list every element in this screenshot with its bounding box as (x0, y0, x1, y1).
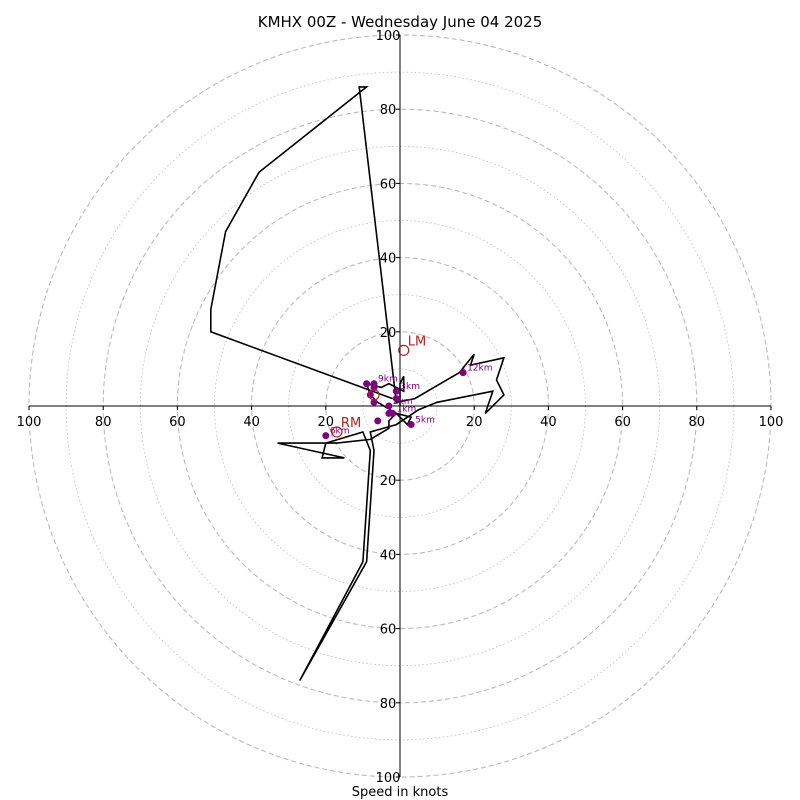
height-marker-label: 3km (400, 382, 420, 392)
height-marker (363, 380, 371, 388)
storm-motion-markers: LM RM (331, 334, 426, 438)
height-marker (322, 432, 330, 440)
height-marker-label: 2km (393, 397, 413, 407)
height-marker (385, 402, 393, 410)
y-tick-label: 100 (376, 771, 401, 786)
height-marker (370, 398, 378, 406)
chart-title: KMHX 00Z - Wednesday June 04 2025 (258, 13, 543, 31)
y-tick-label: 40 (380, 252, 397, 267)
y-tick-label: 60 (380, 177, 397, 192)
height-marker (370, 380, 378, 388)
storm-motion-label: LM (408, 334, 426, 349)
x-tick-label: 80 (689, 415, 706, 430)
x-tick-label: 60 (169, 415, 186, 430)
x-tick-label: 40 (540, 415, 557, 430)
height-marker-label: 6km (330, 427, 350, 437)
y-tick-label: 60 (380, 623, 397, 638)
x-tick-label: 100 (759, 415, 784, 430)
x-tick-label: 80 (95, 415, 112, 430)
x-tick-label: 100 (17, 415, 42, 430)
height-marker (389, 409, 397, 417)
storm-motion-marker (331, 426, 343, 438)
x-tick-label: 20 (318, 415, 335, 430)
hodograph-line (210, 86, 506, 681)
y-tick-label: 100 (376, 29, 401, 44)
height-marker (459, 369, 467, 377)
y-tick-label: 80 (380, 697, 397, 712)
height-marker-label: 12km (467, 364, 492, 374)
y-tick-label: 20 (380, 474, 397, 489)
height-marker-label: 9km (378, 375, 398, 385)
storm-motion-marker (368, 389, 380, 401)
x-tick-label: 20 (466, 415, 483, 430)
height-marker (392, 395, 400, 403)
height-marker (407, 421, 415, 429)
x-tick-label: 40 (243, 415, 260, 430)
x-tick-labels: 100 80 60 40 20 20 40 60 80 100 (17, 406, 784, 430)
x-axis-label: Speed in knots (352, 785, 449, 800)
storm-motion-marker (398, 344, 410, 356)
height-marker-label: 1km (397, 404, 417, 414)
height-marker (366, 391, 374, 399)
x-tick-label: 60 (614, 415, 631, 430)
storm-motion-label: RM (341, 416, 361, 431)
y-tick-label: 80 (380, 103, 397, 118)
height-marker (374, 417, 382, 425)
y-tick-label: 40 (380, 548, 397, 563)
height-marker (392, 387, 400, 395)
height-marker-label: 5km (415, 416, 435, 426)
